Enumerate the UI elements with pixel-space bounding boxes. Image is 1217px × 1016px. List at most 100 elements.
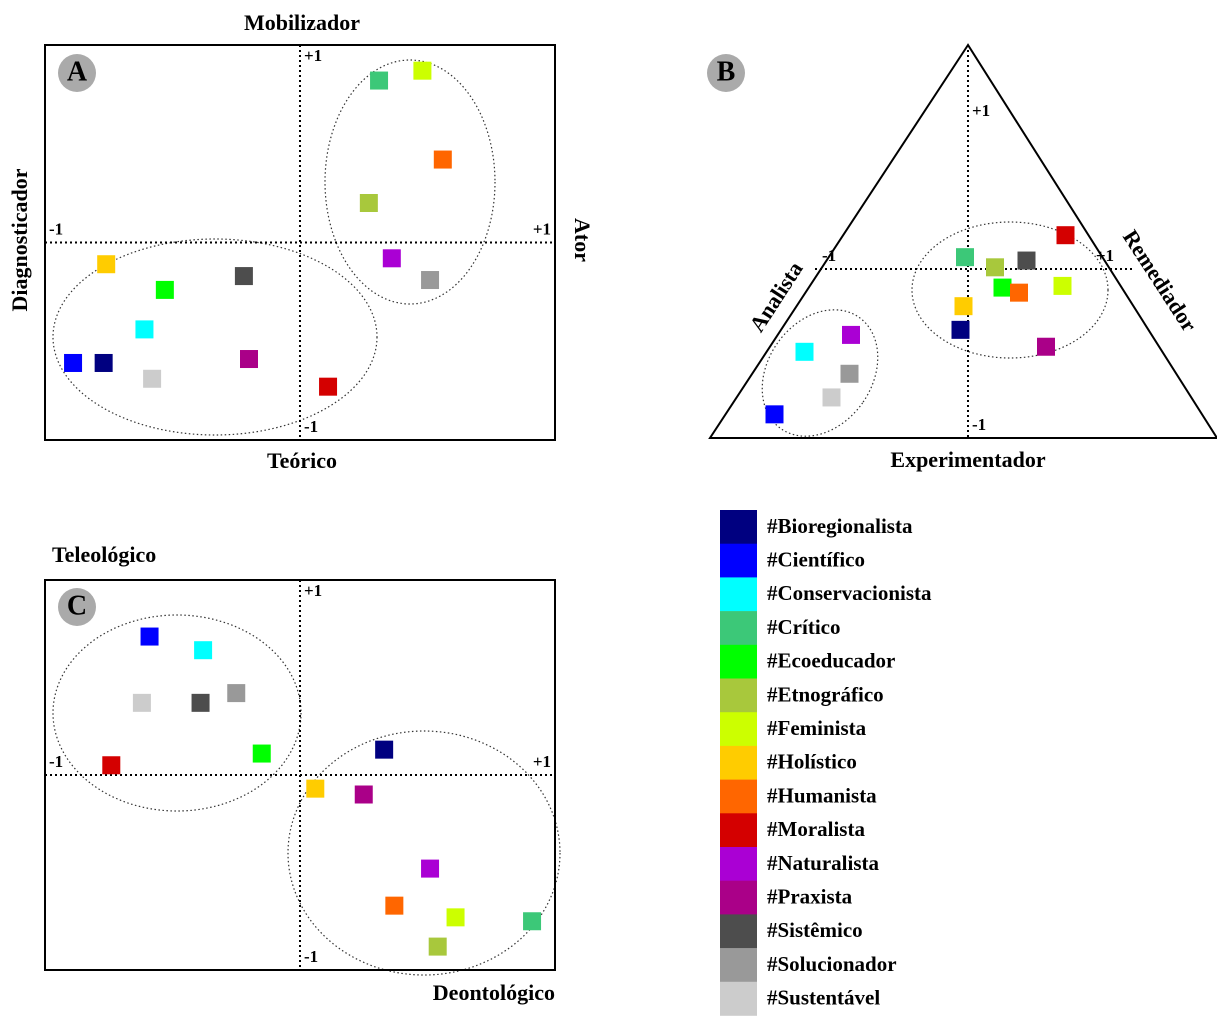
point (413, 61, 432, 80)
y-tick-label: +1 (304, 46, 322, 65)
axis-title: Analista (744, 257, 808, 336)
x-tick-label: +1 (533, 752, 551, 771)
point (421, 271, 440, 290)
group-ellipse (761, 309, 879, 437)
point (986, 258, 1004, 277)
legend-label: #Ecoeducador (767, 649, 895, 673)
x-tick-label: -1 (822, 246, 836, 265)
legend-swatch (720, 880, 757, 915)
legend-swatch (720, 948, 757, 983)
legend-label: #Etnográfico (767, 682, 884, 706)
point (523, 912, 542, 931)
point (1037, 337, 1055, 356)
legend-swatch (720, 712, 757, 747)
group-ellipse (52, 614, 302, 812)
axis-title: Diagnosticador (7, 168, 32, 311)
panel-label: C (67, 590, 87, 621)
point (428, 937, 447, 956)
legend-label: #Praxista (767, 885, 853, 909)
x-tick-label: +1 (1096, 246, 1114, 265)
point (822, 388, 841, 407)
point (1017, 251, 1036, 270)
legend-label: #Científico (767, 548, 865, 572)
axis-title: Deontológico (433, 980, 555, 1005)
axis-title: Ator (570, 218, 595, 262)
point (234, 267, 253, 286)
point (143, 369, 162, 388)
x-tick-label: -1 (49, 752, 63, 771)
legend-label: #Crítico (767, 615, 840, 639)
point (240, 350, 258, 369)
legend-swatch (720, 543, 757, 578)
panel-badge (58, 588, 96, 626)
panel-label: A (67, 56, 88, 87)
point (102, 756, 121, 775)
y-tick-label: -1 (304, 417, 318, 436)
point (446, 908, 465, 927)
legend-swatch (720, 644, 757, 679)
legend-swatch (720, 847, 757, 881)
axis-title: Mobilizador (244, 10, 360, 35)
point (64, 353, 83, 372)
legend-swatch (720, 813, 757, 848)
legend-swatch (720, 678, 757, 713)
point (354, 785, 373, 804)
x-tick-label: +1 (533, 219, 551, 238)
panel-badge (707, 54, 745, 92)
legend-label: #Moralista (767, 817, 865, 841)
axis-title: Teleológico (52, 542, 156, 567)
point (1010, 283, 1028, 302)
legend-swatch (720, 981, 757, 1016)
point (840, 364, 859, 383)
point (1056, 226, 1075, 245)
axis-title: Teórico (267, 448, 337, 473)
legend-label: #Humanista (767, 783, 877, 807)
point (135, 320, 154, 339)
point (97, 255, 116, 274)
point (140, 627, 159, 646)
point (382, 249, 401, 268)
legend-swatch (720, 510, 757, 544)
point (227, 684, 246, 703)
point (385, 896, 404, 915)
legend-swatch (720, 577, 757, 612)
legend-label: #Sustentável (767, 986, 880, 1010)
point (765, 405, 784, 424)
point (370, 71, 389, 90)
legend-swatch (720, 779, 757, 814)
y-tick-label: +1 (972, 101, 990, 120)
y-tick-label: -1 (972, 415, 986, 434)
point (191, 693, 210, 712)
point (795, 342, 814, 361)
axis-title: Experimentador (890, 447, 1045, 472)
y-tick-label: -1 (304, 947, 318, 966)
point (155, 280, 174, 299)
legend-swatch (720, 611, 757, 646)
point (993, 278, 1012, 297)
point (951, 320, 970, 339)
legend-label: #Solucionador (767, 952, 897, 976)
point (1053, 276, 1072, 295)
point (94, 353, 113, 372)
panel-label: B (717, 56, 736, 87)
point (956, 248, 974, 267)
legend-label: #Sistêmico (767, 918, 863, 942)
point (359, 194, 378, 212)
point (319, 377, 338, 396)
point (194, 641, 213, 660)
panel-badge (58, 54, 96, 92)
group-ellipse (287, 730, 561, 976)
point (132, 693, 151, 712)
legend-label: #Holístico (767, 750, 857, 774)
group-ellipse (911, 221, 1109, 359)
legend-label: #Bioregionalista (767, 514, 913, 538)
point (421, 859, 440, 878)
point (252, 744, 271, 763)
legend-label: #Conservacionista (767, 581, 932, 605)
legend-label: #Naturalista (767, 851, 879, 875)
point (433, 150, 452, 169)
x-tick-label: -1 (49, 219, 63, 238)
point (375, 740, 394, 759)
